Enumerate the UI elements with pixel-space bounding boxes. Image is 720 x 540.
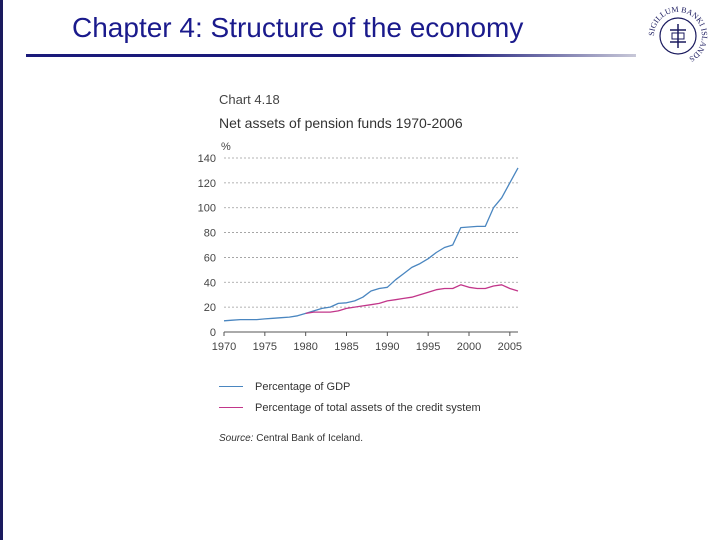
- legend-item-gdp: Percentage of GDP: [219, 376, 481, 397]
- y-tick-label-20: 20: [204, 302, 216, 314]
- chart-number: Chart 4.18: [219, 92, 280, 107]
- y-axis-unit-label: %: [221, 141, 231, 153]
- series-line-0: [223, 167, 519, 322]
- y-tick-label-0: 0: [210, 327, 216, 339]
- x-tick-label-1995: 1995: [416, 341, 440, 353]
- x-tick-label-2005: 2005: [498, 341, 522, 353]
- legend-label-credit: Percentage of total assets of the credit…: [255, 401, 481, 414]
- x-tick-label-1970: 1970: [212, 341, 236, 353]
- title-underline: [26, 54, 636, 57]
- slide-title: Chapter 4: Structure of the economy: [72, 12, 524, 43]
- y-tick-label-140: 140: [198, 153, 216, 165]
- seal-logo: SIGILLUM BANKI ISLANDS: [648, 6, 708, 64]
- y-tick-label-100: 100: [198, 203, 216, 215]
- legend-swatch-gdp: [219, 386, 243, 387]
- chart-legend: Percentage of GDP Percentage of total as…: [219, 376, 481, 418]
- slide-left-border: [0, 0, 3, 540]
- x-tick-label-1990: 1990: [375, 341, 399, 353]
- source-label: Source:: [219, 433, 254, 444]
- x-tick-label-1985: 1985: [334, 341, 358, 353]
- legend-item-credit: Percentage of total assets of the credit…: [219, 397, 481, 418]
- legend-swatch-credit: [219, 407, 243, 408]
- x-tick-label-2000: 2000: [457, 341, 481, 353]
- source-text: Central Bank of Iceland.: [256, 433, 363, 444]
- y-tick-label-60: 60: [204, 252, 216, 264]
- legend-label-gdp: Percentage of GDP: [255, 380, 351, 393]
- chart-title: Net assets of pension funds 1970-2006: [219, 115, 463, 131]
- chart-source: Source: Central Bank of Iceland.: [219, 433, 363, 444]
- y-tick-label-40: 40: [204, 277, 216, 289]
- series-line-1: [305, 284, 519, 315]
- x-tick-label-1980: 1980: [293, 341, 317, 353]
- y-tick-label-80: 80: [204, 228, 216, 240]
- y-tick-label-120: 120: [198, 178, 216, 190]
- x-tick-label-1975: 1975: [253, 341, 277, 353]
